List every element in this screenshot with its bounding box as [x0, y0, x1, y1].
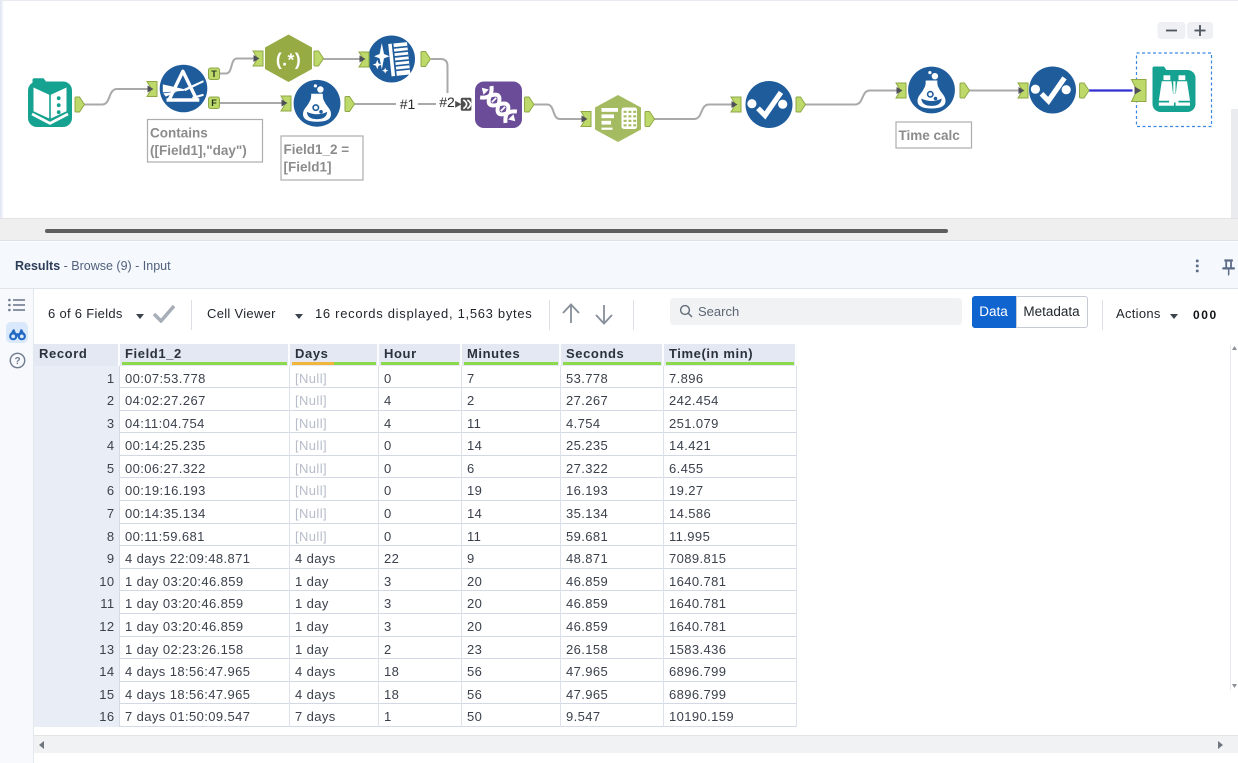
svg-text:#1: #1	[400, 96, 416, 112]
svg-text:Field1_2 =: Field1_2 =	[284, 142, 350, 157]
svg-text:F: F	[211, 98, 217, 108]
svg-text:([Field1],"day"): ([Field1],"day")	[150, 143, 247, 158]
svg-text:?: ?	[14, 356, 20, 367]
svg-text:Contains: Contains	[150, 126, 208, 141]
svg-text:Time calc: Time calc	[899, 128, 961, 143]
svg-text:[Field1]: [Field1]	[284, 160, 332, 175]
svg-text:(.*): (.*)	[276, 50, 301, 70]
svg-text:#2: #2	[439, 94, 455, 110]
svg-text:T: T	[211, 69, 217, 79]
